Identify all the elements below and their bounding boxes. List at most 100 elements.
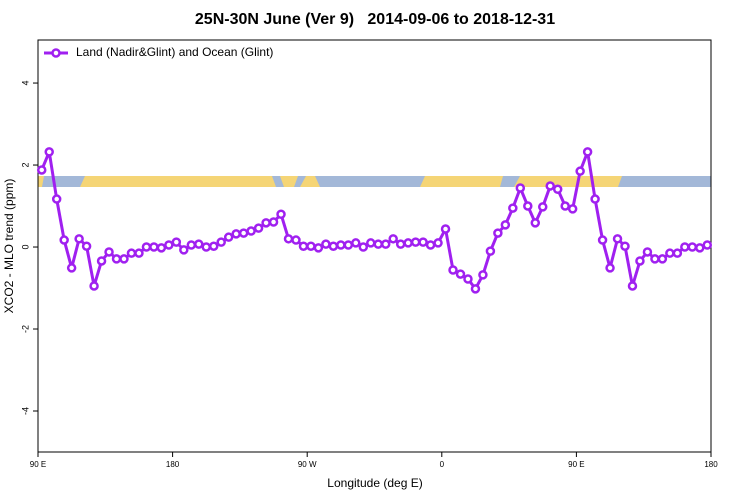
point <box>612 234 623 244</box>
y-axis-label: XCO2 - MLO trend (ppm) <box>2 179 16 314</box>
point <box>567 204 578 214</box>
point <box>246 226 256 236</box>
point <box>126 248 137 258</box>
point <box>425 240 436 250</box>
point <box>545 181 555 191</box>
point <box>687 242 698 252</box>
point <box>268 217 279 227</box>
point <box>186 240 197 250</box>
point <box>223 232 234 242</box>
point <box>470 284 481 294</box>
point <box>493 228 503 238</box>
point <box>500 220 511 230</box>
point <box>702 240 713 250</box>
point <box>141 242 152 252</box>
point <box>156 243 167 253</box>
point <box>111 254 122 264</box>
point <box>448 265 458 275</box>
point <box>313 243 324 253</box>
point <box>171 237 182 247</box>
point <box>523 201 533 211</box>
point <box>336 240 346 250</box>
x-tick-label: 180 <box>704 460 718 469</box>
land-ocean-band <box>38 176 711 187</box>
legend-label: Land (Nadir&Glint) and Ocean (Glint) <box>76 45 273 59</box>
point <box>321 239 331 249</box>
point <box>388 234 398 244</box>
y-tick-label: -4 <box>20 407 30 415</box>
chart-title: 25N-30N June (Ver 9) 2014-09-06 to 2018-… <box>195 11 555 28</box>
point <box>119 254 129 264</box>
point <box>485 246 496 256</box>
point <box>672 248 683 258</box>
point <box>552 184 563 194</box>
y-tick-label: 2 <box>20 163 30 168</box>
point <box>433 238 443 248</box>
legend: Land (Nadir&Glint) and Ocean (Glint) <box>44 45 273 59</box>
point <box>627 281 638 291</box>
point <box>582 147 593 157</box>
point <box>418 237 428 247</box>
point <box>463 274 473 284</box>
point <box>276 209 286 219</box>
point <box>343 240 354 250</box>
x-tick-label: 0 <box>440 460 445 469</box>
point <box>179 245 189 255</box>
point <box>380 239 391 249</box>
point <box>81 241 92 251</box>
point <box>665 248 675 258</box>
point <box>306 241 316 251</box>
point <box>650 254 660 264</box>
point <box>680 242 690 252</box>
point <box>515 183 526 193</box>
point <box>620 241 630 251</box>
point <box>455 269 466 279</box>
point <box>373 239 383 249</box>
point <box>440 224 451 234</box>
point <box>253 223 264 233</box>
point <box>201 242 211 252</box>
point <box>410 237 421 247</box>
point <box>642 247 653 257</box>
point <box>508 203 518 213</box>
point <box>104 247 114 257</box>
point <box>560 201 570 211</box>
point <box>657 254 668 264</box>
point <box>635 256 645 266</box>
point <box>366 238 376 248</box>
point <box>605 263 615 273</box>
point <box>358 242 369 252</box>
x-tick-label: 90 E <box>30 460 46 469</box>
point <box>44 147 54 157</box>
point <box>51 194 62 204</box>
point <box>96 256 107 266</box>
y-tick-label: 0 <box>20 245 30 250</box>
y-tick-label: -2 <box>20 325 30 333</box>
point <box>530 218 541 228</box>
point <box>149 242 159 252</box>
point <box>208 241 219 251</box>
point <box>36 165 47 175</box>
point <box>351 238 361 248</box>
point <box>216 237 226 247</box>
point <box>59 235 69 245</box>
point <box>538 202 548 212</box>
y-tick-label: 4 <box>20 81 30 86</box>
point <box>231 229 241 239</box>
point <box>66 263 77 273</box>
x-axis-label: Longitude (deg E) <box>327 476 422 490</box>
point <box>74 234 84 244</box>
point <box>261 218 271 228</box>
point <box>89 281 99 291</box>
point <box>403 238 413 248</box>
point <box>291 235 301 245</box>
x-tick-label: 90 E <box>568 460 584 469</box>
legend-marker <box>51 48 61 58</box>
x-tick-label: 90 W <box>298 460 317 469</box>
point <box>478 270 488 280</box>
point <box>134 248 144 258</box>
point <box>194 239 204 249</box>
point <box>695 243 705 253</box>
x-tick-label: 180 <box>166 460 180 469</box>
